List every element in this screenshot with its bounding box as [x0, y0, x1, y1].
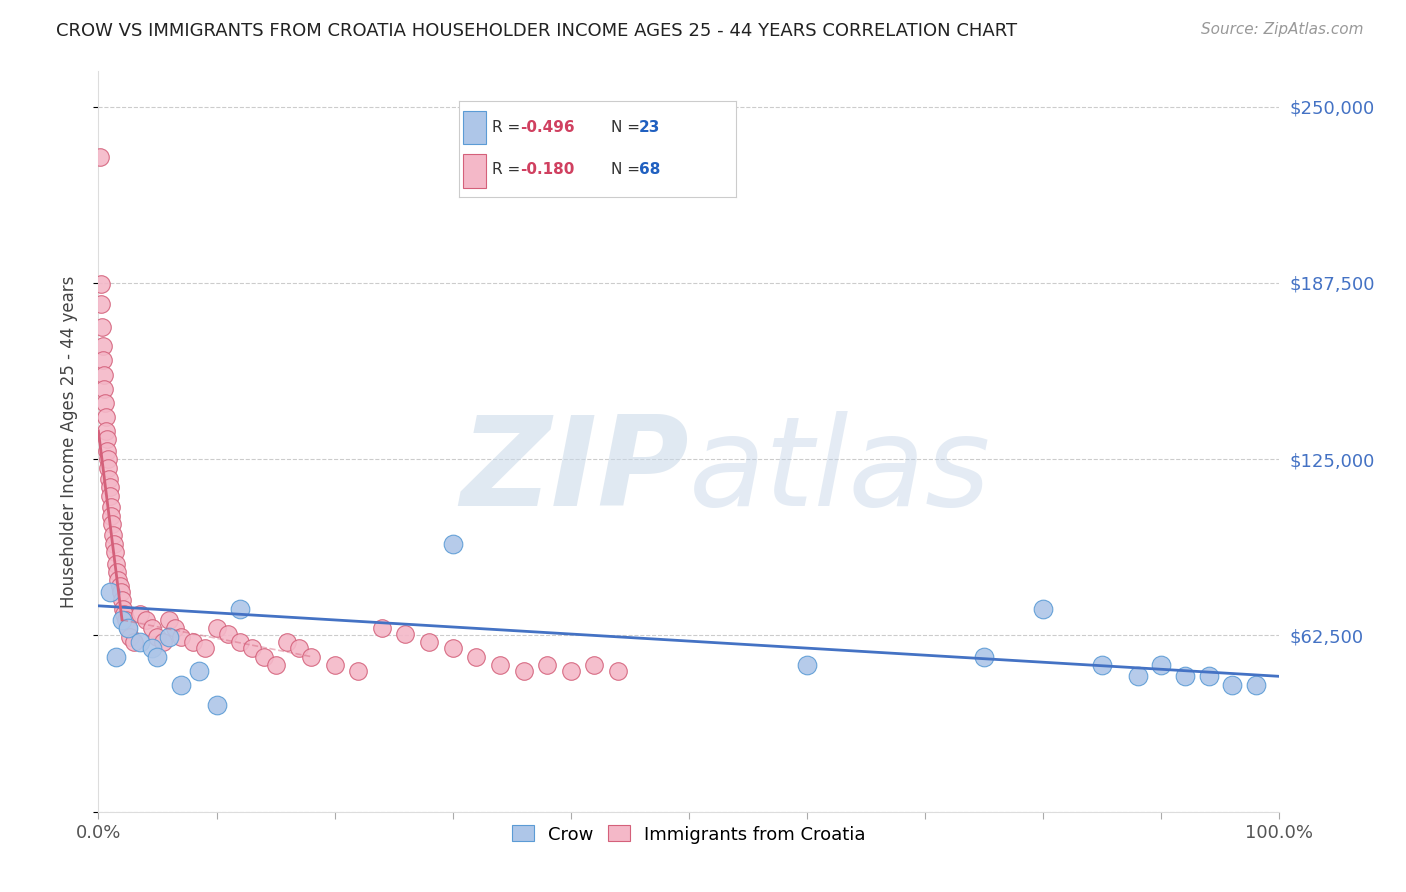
Point: [96, 443, 118, 458]
Point: [91, 319, 114, 334]
Text: Source: ZipAtlas.com: Source: ZipAtlas.com: [1201, 22, 1364, 37]
Point: [110, 584, 132, 599]
Point: [371, 621, 394, 635]
Point: [111, 613, 134, 627]
Point: [299, 649, 322, 664]
Point: [98, 480, 121, 494]
Point: [107, 574, 129, 588]
Point: [1150, 658, 1173, 673]
Point: [264, 658, 287, 673]
Text: ZIP: ZIP: [460, 410, 689, 532]
Point: [128, 607, 150, 622]
Point: [441, 537, 464, 551]
Point: [108, 579, 131, 593]
Point: [112, 601, 135, 615]
Point: [512, 664, 534, 678]
Point: [101, 516, 124, 531]
Point: [93, 368, 115, 382]
Point: [347, 664, 370, 678]
Point: [796, 658, 818, 673]
Point: [1220, 678, 1243, 692]
Point: [418, 635, 440, 649]
Point: [105, 557, 128, 571]
Point: [229, 601, 252, 615]
Point: [120, 630, 142, 644]
Point: [93, 382, 115, 396]
Point: [117, 621, 139, 635]
Point: [152, 635, 174, 649]
Point: [1126, 669, 1149, 683]
Point: [141, 621, 163, 635]
Point: [1091, 658, 1114, 673]
Point: [101, 528, 124, 542]
Point: [98, 584, 121, 599]
Point: [157, 630, 180, 644]
Point: [583, 658, 606, 673]
Point: [112, 607, 135, 622]
Point: [205, 621, 228, 635]
Point: [100, 500, 122, 515]
Point: [90, 297, 112, 311]
Point: [135, 613, 157, 627]
Point: [1032, 601, 1054, 615]
Point: [94, 396, 117, 410]
Point: [128, 635, 150, 649]
Point: [229, 635, 252, 649]
Point: [607, 664, 630, 678]
Point: [100, 508, 122, 523]
Point: [141, 641, 163, 656]
Point: [489, 658, 512, 673]
Point: [104, 545, 127, 559]
Point: [170, 630, 193, 644]
Point: [91, 339, 114, 353]
Point: [165, 621, 187, 635]
Point: [98, 489, 121, 503]
Point: [146, 630, 169, 644]
Point: [114, 613, 136, 627]
Point: [194, 641, 217, 656]
Point: [1198, 669, 1220, 683]
Point: [323, 658, 346, 673]
Point: [111, 593, 134, 607]
Point: [288, 641, 311, 656]
Point: [91, 353, 114, 368]
Point: [146, 649, 169, 664]
Point: [536, 658, 558, 673]
Point: [105, 565, 128, 579]
Point: [90, 277, 112, 292]
Point: [394, 627, 416, 641]
Point: [97, 452, 120, 467]
Point: [170, 678, 193, 692]
Text: atlas: atlas: [689, 410, 991, 532]
Point: [122, 635, 145, 649]
Point: [187, 664, 209, 678]
Legend: Crow, Immigrants from Croatia: Crow, Immigrants from Croatia: [505, 818, 873, 851]
Point: [103, 537, 125, 551]
Point: [217, 627, 239, 641]
Point: [465, 649, 488, 664]
Text: CROW VS IMMIGRANTS FROM CROATIA HOUSEHOLDER INCOME AGES 25 - 44 YEARS CORRELATIO: CROW VS IMMIGRANTS FROM CROATIA HOUSEHOL…: [56, 22, 1018, 40]
Point: [205, 698, 228, 712]
Point: [181, 635, 204, 649]
Point: [157, 613, 180, 627]
Point: [98, 472, 121, 486]
Y-axis label: Householder Income Ages 25 - 44 years: Householder Income Ages 25 - 44 years: [59, 276, 77, 607]
Point: [560, 664, 582, 678]
Point: [97, 460, 120, 475]
Point: [240, 641, 263, 656]
Point: [276, 635, 298, 649]
Point: [1244, 678, 1267, 692]
Point: [1174, 669, 1197, 683]
Point: [94, 409, 117, 424]
Point: [117, 621, 139, 635]
Point: [973, 649, 995, 664]
Point: [441, 641, 464, 656]
Point: [89, 150, 111, 164]
Point: [96, 433, 118, 447]
Point: [94, 424, 117, 438]
Point: [253, 649, 276, 664]
Point: [105, 649, 128, 664]
